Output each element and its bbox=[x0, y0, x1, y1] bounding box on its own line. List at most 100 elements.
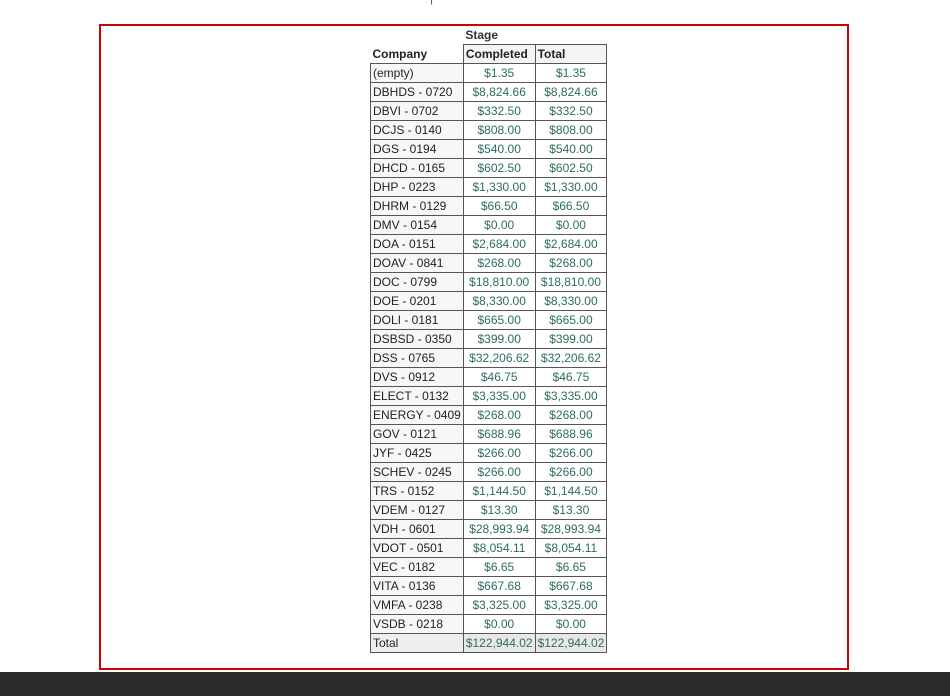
company-cell[interactable]: ENERGY - 0409 bbox=[370, 405, 464, 425]
completed-value-cell[interactable]: $1,144.50 bbox=[462, 481, 536, 501]
company-cell[interactable]: VDH - 0601 bbox=[370, 519, 464, 539]
completed-value-cell[interactable]: $66.50 bbox=[462, 196, 536, 216]
table-total-row: Total $122,944.02 $122,944.02 bbox=[370, 633, 608, 653]
company-cell[interactable]: DBHDS - 0720 bbox=[370, 82, 464, 102]
total-value-cell[interactable]: $688.96 bbox=[534, 424, 608, 444]
company-cell[interactable]: DBVI - 0702 bbox=[370, 101, 464, 121]
completed-value-cell[interactable]: $540.00 bbox=[462, 139, 536, 159]
completed-value-cell[interactable]: $13.30 bbox=[462, 500, 536, 520]
total-value-cell[interactable]: $46.75 bbox=[534, 367, 608, 387]
company-header[interactable]: Company bbox=[370, 44, 464, 64]
completed-value-cell[interactable]: $8,824.66 bbox=[462, 82, 536, 102]
completed-value-cell[interactable]: $46.75 bbox=[462, 367, 536, 387]
company-cell[interactable]: (empty) bbox=[370, 63, 464, 83]
total-value-cell[interactable]: $18,810.00 bbox=[534, 272, 608, 292]
total-value-cell[interactable]: $0.00 bbox=[534, 614, 608, 634]
total-value-cell[interactable]: $1,330.00 bbox=[534, 177, 608, 197]
completed-value-cell[interactable]: $399.00 bbox=[462, 329, 536, 349]
company-cell[interactable]: VITA - 0136 bbox=[370, 576, 464, 596]
completed-value-cell[interactable]: $3,335.00 bbox=[462, 386, 536, 406]
company-cell[interactable]: ELECT - 0132 bbox=[370, 386, 464, 406]
company-cell[interactable]: DHP - 0223 bbox=[370, 177, 464, 197]
completed-value-cell[interactable]: $2,684.00 bbox=[462, 234, 536, 254]
company-cell[interactable]: DMV - 0154 bbox=[370, 215, 464, 235]
completed-value-cell[interactable]: $268.00 bbox=[462, 253, 536, 273]
total-value-cell[interactable]: $3,335.00 bbox=[534, 386, 608, 406]
total-value-cell[interactable]: $3,325.00 bbox=[534, 595, 608, 615]
total-value-cell[interactable]: $2,684.00 bbox=[534, 234, 608, 254]
company-cell[interactable]: DSS - 0765 bbox=[370, 348, 464, 368]
company-cell[interactable]: DGS - 0194 bbox=[370, 139, 464, 159]
company-cell[interactable]: DOA - 0151 bbox=[370, 234, 464, 254]
total-value-cell[interactable]: $13.30 bbox=[534, 500, 608, 520]
company-cell[interactable]: VEC - 0182 bbox=[370, 557, 464, 577]
completed-value-cell[interactable]: $6.65 bbox=[462, 557, 536, 577]
total-value-cell[interactable]: $6.65 bbox=[534, 557, 608, 577]
pivot-column-header-row: Company Completed Total bbox=[370, 44, 608, 64]
completed-value-cell[interactable]: $665.00 bbox=[462, 310, 536, 330]
company-cell[interactable]: DOLI - 0181 bbox=[370, 310, 464, 330]
total-value-cell[interactable]: $0.00 bbox=[534, 215, 608, 235]
total-value-cell[interactable]: $399.00 bbox=[534, 329, 608, 349]
total-value-cell[interactable]: $667.68 bbox=[534, 576, 608, 596]
total-label-cell[interactable]: Total bbox=[370, 633, 464, 653]
company-cell[interactable]: VDOT - 0501 bbox=[370, 538, 464, 558]
table-row: VMFA - 0238 $3,325.00 $3,325.00 bbox=[370, 595, 608, 615]
total-value-cell[interactable]: $808.00 bbox=[534, 120, 608, 140]
total-value-cell[interactable]: $1,144.50 bbox=[534, 481, 608, 501]
completed-value-cell[interactable]: $266.00 bbox=[462, 462, 536, 482]
total-value-cell[interactable]: $1.35 bbox=[534, 63, 608, 83]
grand-total-completed-cell[interactable]: $122,944.02 bbox=[462, 633, 536, 653]
company-cell[interactable]: DCJS - 0140 bbox=[370, 120, 464, 140]
total-value-cell[interactable]: $332.50 bbox=[534, 101, 608, 121]
completed-value-cell[interactable]: $332.50 bbox=[462, 101, 536, 121]
company-cell[interactable]: VMFA - 0238 bbox=[370, 595, 464, 615]
completed-column-header[interactable]: Completed bbox=[462, 44, 536, 64]
completed-value-cell[interactable]: $808.00 bbox=[462, 120, 536, 140]
total-value-cell[interactable]: $266.00 bbox=[534, 443, 608, 463]
total-value-cell[interactable]: $32,206.62 bbox=[534, 348, 608, 368]
total-value-cell[interactable]: $66.50 bbox=[534, 196, 608, 216]
completed-value-cell[interactable]: $0.00 bbox=[462, 614, 536, 634]
completed-value-cell[interactable]: $667.68 bbox=[462, 576, 536, 596]
completed-value-cell[interactable]: $1,330.00 bbox=[462, 177, 536, 197]
company-cell[interactable]: TRS - 0152 bbox=[370, 481, 464, 501]
completed-value-cell[interactable]: $3,325.00 bbox=[462, 595, 536, 615]
company-cell[interactable]: DOE - 0201 bbox=[370, 291, 464, 311]
company-cell[interactable]: DOC - 0799 bbox=[370, 272, 464, 292]
completed-value-cell[interactable]: $8,054.11 bbox=[462, 538, 536, 558]
completed-value-cell[interactable]: $602.50 bbox=[462, 158, 536, 178]
total-value-cell[interactable]: $28,993.94 bbox=[534, 519, 608, 539]
total-value-cell[interactable]: $266.00 bbox=[534, 462, 608, 482]
completed-value-cell[interactable]: $28,993.94 bbox=[462, 519, 536, 539]
completed-value-cell[interactable]: $266.00 bbox=[462, 443, 536, 463]
completed-value-cell[interactable]: $8,330.00 bbox=[462, 291, 536, 311]
total-value-cell[interactable]: $8,330.00 bbox=[534, 291, 608, 311]
completed-value-cell[interactable]: $32,206.62 bbox=[462, 348, 536, 368]
completed-value-cell[interactable]: $268.00 bbox=[462, 405, 536, 425]
company-cell[interactable]: DVS - 0912 bbox=[370, 367, 464, 387]
total-value-cell[interactable]: $8,054.11 bbox=[534, 538, 608, 558]
total-value-cell[interactable]: $540.00 bbox=[534, 139, 608, 159]
company-cell[interactable]: DSBSD - 0350 bbox=[370, 329, 464, 349]
company-cell[interactable]: DHRM - 0129 bbox=[370, 196, 464, 216]
company-cell[interactable]: GOV - 0121 bbox=[370, 424, 464, 444]
total-value-cell[interactable]: $268.00 bbox=[534, 253, 608, 273]
completed-value-cell[interactable]: $1.35 bbox=[462, 63, 536, 83]
company-cell[interactable]: VSDB - 0218 bbox=[370, 614, 464, 634]
total-value-cell[interactable]: $268.00 bbox=[534, 405, 608, 425]
company-cell[interactable]: SCHEV - 0245 bbox=[370, 462, 464, 482]
completed-value-cell[interactable]: $18,810.00 bbox=[462, 272, 536, 292]
total-value-cell[interactable]: $8,824.66 bbox=[534, 82, 608, 102]
completed-value-cell[interactable]: $688.96 bbox=[462, 424, 536, 444]
total-column-header[interactable]: Total bbox=[534, 44, 608, 64]
stage-header: Stage bbox=[465, 28, 499, 42]
total-value-cell[interactable]: $602.50 bbox=[534, 158, 608, 178]
completed-value-cell[interactable]: $0.00 bbox=[462, 215, 536, 235]
grand-total-cell[interactable]: $122,944.02 bbox=[534, 633, 608, 653]
company-cell[interactable]: JYF - 0425 bbox=[370, 443, 464, 463]
company-cell[interactable]: VDEM - 0127 bbox=[370, 500, 464, 520]
total-value-cell[interactable]: $665.00 bbox=[534, 310, 608, 330]
company-cell[interactable]: DHCD - 0165 bbox=[370, 158, 464, 178]
company-cell[interactable]: DOAV - 0841 bbox=[370, 253, 464, 273]
